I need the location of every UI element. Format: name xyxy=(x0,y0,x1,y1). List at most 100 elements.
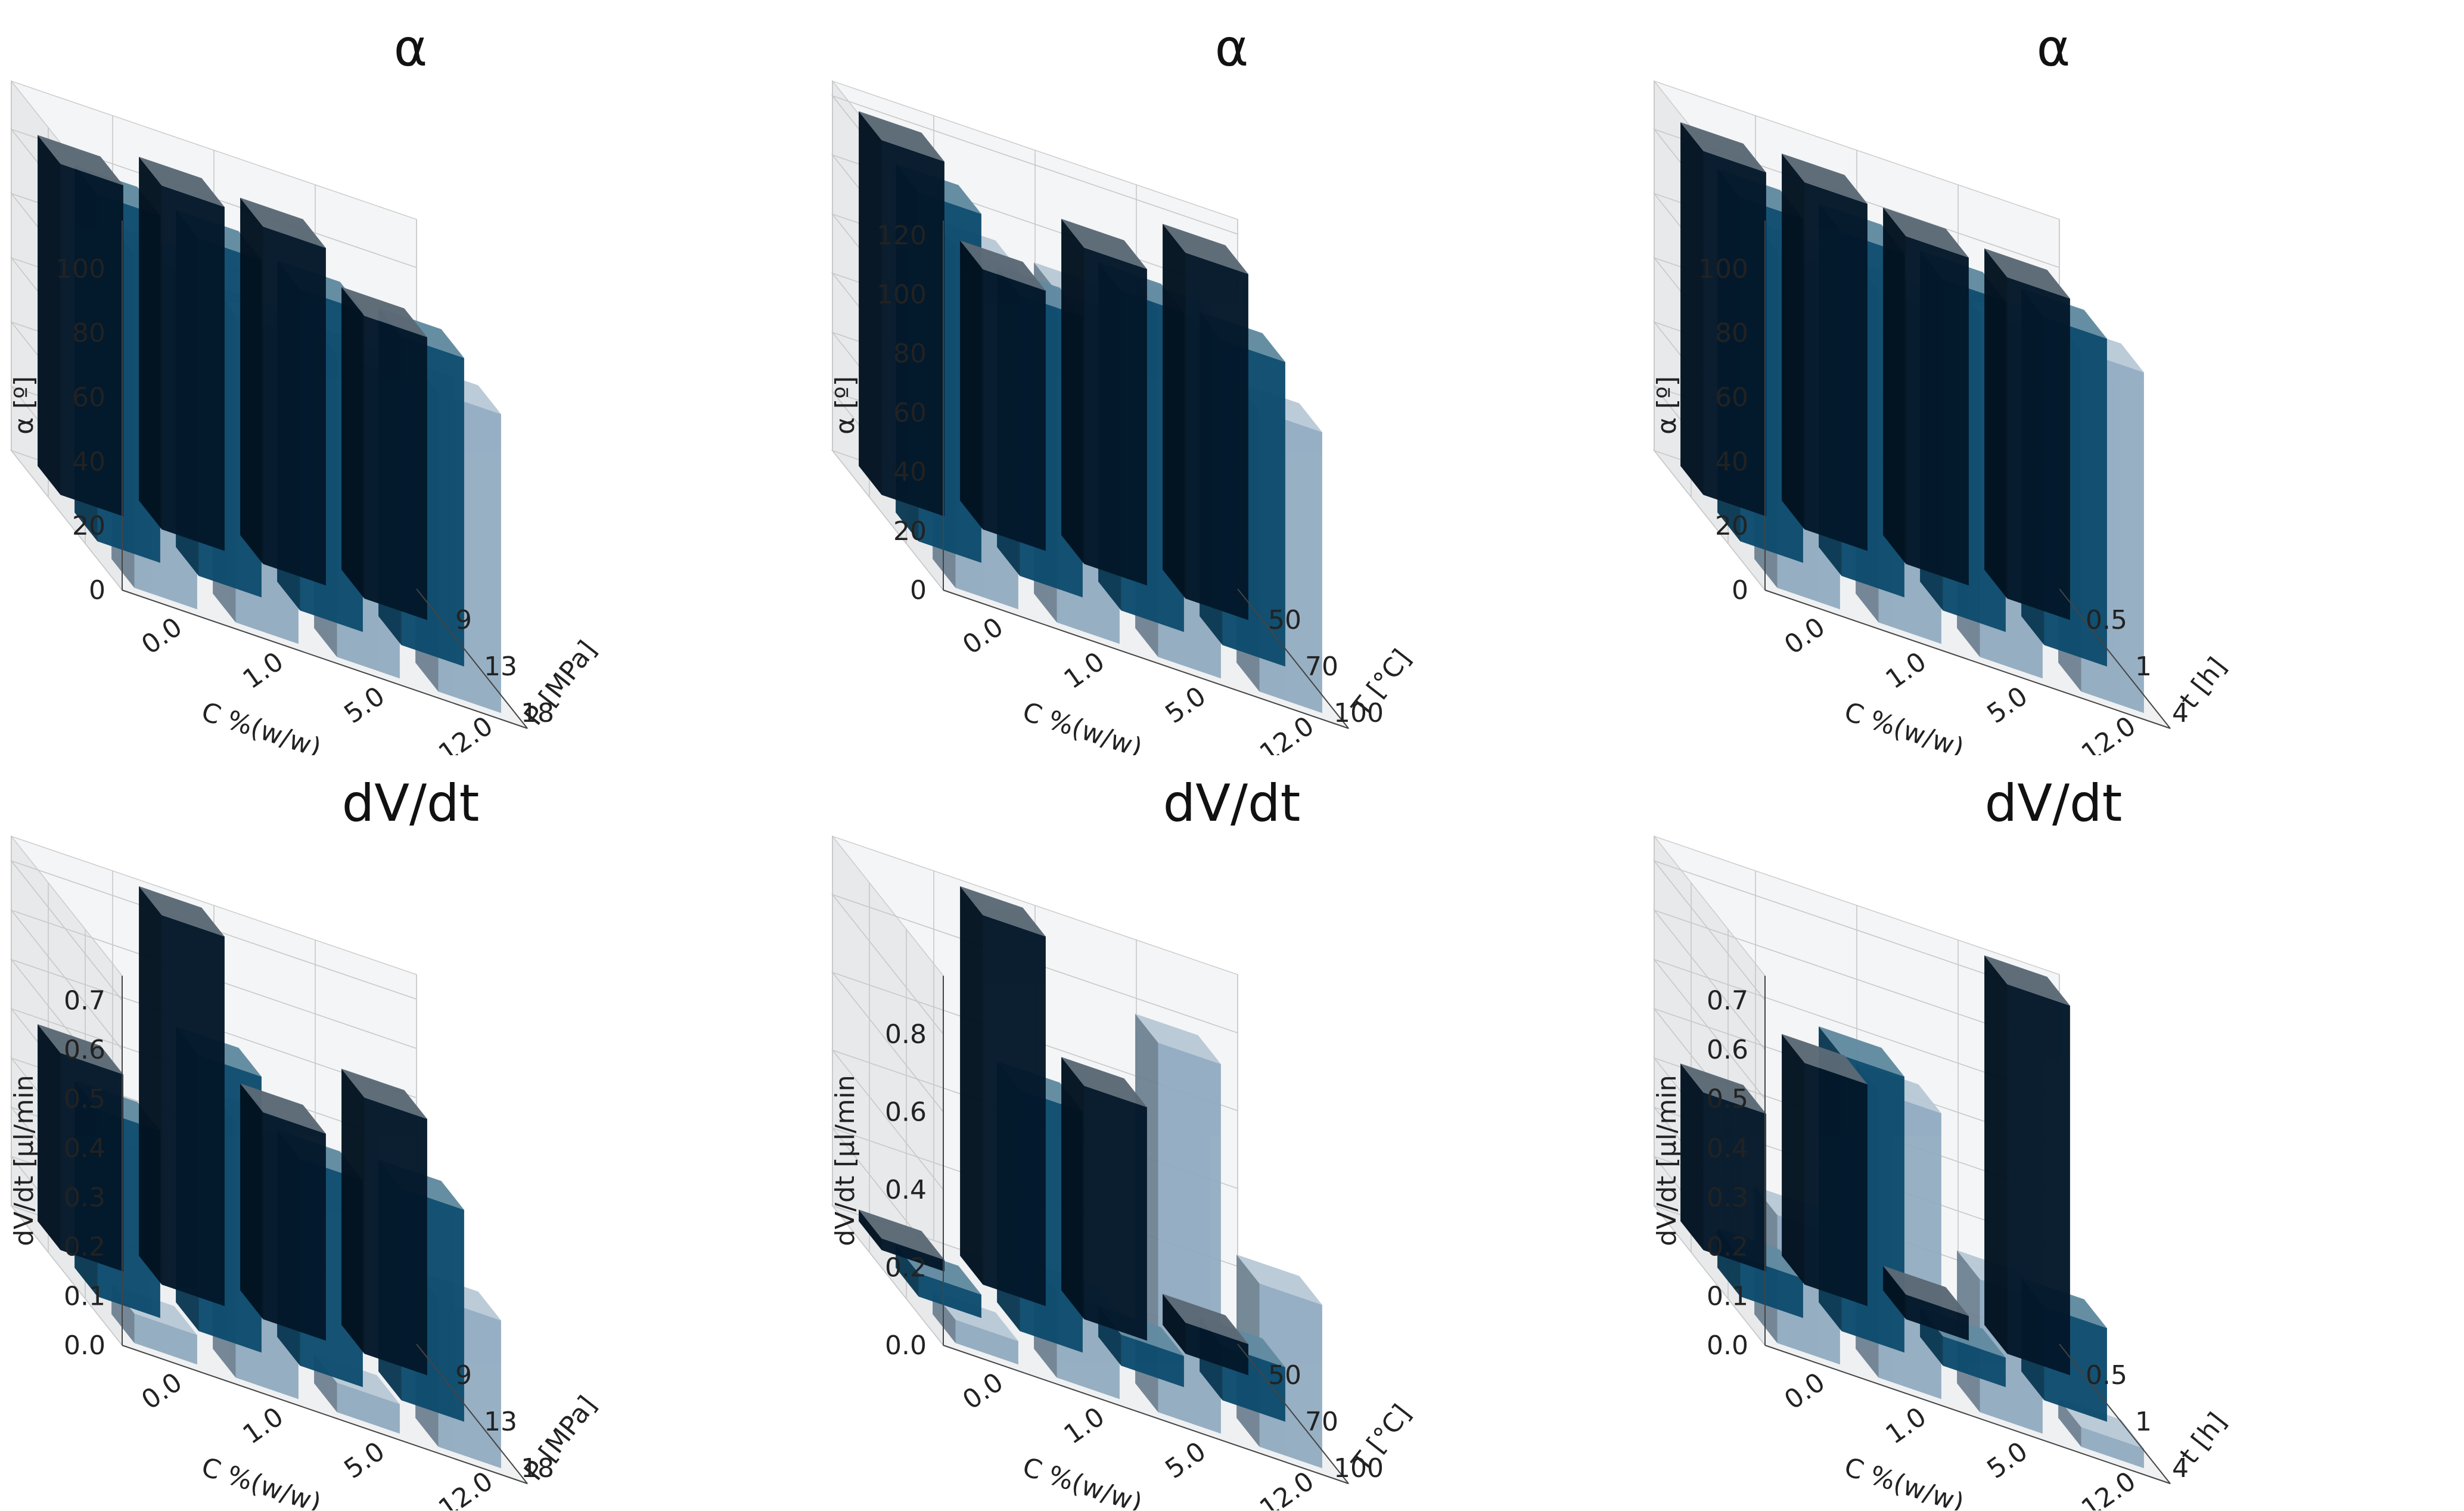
chart-svg: dV/dt 0.0 0.1 0.2 0.3 0.4 0.5 0.6 0.7 dV/dt [µl/m… xyxy=(1652,774,2232,1510)
x-tick-label: 0.0 xyxy=(136,1367,188,1416)
bar xyxy=(1061,219,1147,586)
x-axis-line xyxy=(1764,1345,2171,1484)
z-tick-label: 0.7 xyxy=(1707,985,1748,1016)
x-tick-label: 0.0 xyxy=(1779,612,1831,660)
chart-title: dV/dt xyxy=(342,774,480,833)
y-axis-line xyxy=(416,1344,528,1484)
x-tick-label: 1.0 xyxy=(1880,646,1932,695)
x-tick-label: 5.0 xyxy=(1160,681,1211,730)
x-axis-line xyxy=(122,1345,528,1484)
z-tick-label: 0.4 xyxy=(1707,1133,1748,1163)
x-tick-label: 1.0 xyxy=(1058,1401,1110,1450)
bar xyxy=(960,240,1046,551)
y-tick-label: 1 xyxy=(2135,1407,2152,1437)
x-tick-label: 5.0 xyxy=(1981,681,2033,730)
x-tick-label: 1.0 xyxy=(237,1401,289,1450)
x-tick-label: 0.0 xyxy=(957,1367,1009,1416)
chart-svg: α 0 20 40 60 80 100 α [º] 0.0 1.0 5.0 12.0 C %(w/w) 1… xyxy=(9,18,602,755)
x-tick-label: 5.0 xyxy=(1981,1436,2033,1485)
y-tick-label: 1 xyxy=(2135,651,2152,682)
z-tick-label: 0 xyxy=(89,575,105,606)
y-tick-label: 9 xyxy=(455,1360,472,1391)
x-axis-label: C %(w/w) xyxy=(1019,1451,1146,1510)
bar xyxy=(1163,1293,1248,1376)
x-tick-label: 12.0 xyxy=(433,710,499,755)
z-axis-label: α [º] xyxy=(830,376,860,435)
bar xyxy=(341,1069,427,1376)
y-tick-label: 18 xyxy=(521,1453,554,1484)
bar xyxy=(38,1024,123,1272)
z-tick-label: 100 xyxy=(55,254,105,284)
subplot-alpha-time: α 0 20 40 60 80 100 α [º] 0.0 1.0 5.0 12.0 C %(w/w) 4… xyxy=(1643,0,2464,755)
bar xyxy=(38,135,123,517)
x-tick-label: 12.0 xyxy=(1254,1466,1320,1510)
x-axis-label: C %(w/w) xyxy=(1841,696,1968,755)
x-axis-label: C %(w/w) xyxy=(198,1451,325,1510)
z-tick-label: 0.0 xyxy=(1707,1330,1748,1361)
bar xyxy=(240,197,326,586)
z-tick-label: 0.0 xyxy=(885,1330,927,1361)
x-axis-line xyxy=(943,1345,1349,1484)
x-tick-label: 12.0 xyxy=(2076,710,2142,755)
z-tick-label: 0.1 xyxy=(64,1281,105,1311)
bar xyxy=(1782,1034,1868,1307)
y-axis-line xyxy=(2059,588,2171,729)
bars xyxy=(1680,122,2144,713)
chart-title: α xyxy=(394,18,428,78)
chart-svg: α 0 20 40 60 80 100 120 α [º] 0.0 1.0 5.0 12.0 C %(w/… xyxy=(830,18,1417,755)
x-tick-label: 5.0 xyxy=(338,681,390,730)
y-tick-label: 9 xyxy=(455,605,472,635)
x-tick-label: 5.0 xyxy=(1160,1436,1211,1485)
y-axis-line xyxy=(416,588,528,729)
bars xyxy=(38,135,501,713)
bar xyxy=(341,287,427,620)
bar xyxy=(859,111,944,517)
z-tick-label: 20 xyxy=(72,511,105,541)
z-tick-label: 0.2 xyxy=(885,1252,927,1283)
bars xyxy=(1680,955,2144,1469)
y-tick-label: 70 xyxy=(1305,651,1338,682)
bar xyxy=(1883,1265,1969,1341)
z-tick-label: 100 xyxy=(1698,254,1748,284)
z-tick-label: 60 xyxy=(1715,383,1748,413)
chart-title: dV/dt xyxy=(1163,774,1301,833)
x-tick-label: 1.0 xyxy=(1880,1401,1932,1450)
y-tick-label: 4 xyxy=(2172,698,2189,728)
subplot-alpha-temperature: α 0 20 40 60 80 100 120 α [º] 0.0 1.0 5.0 12.0 C %(w/… xyxy=(821,0,1642,755)
z-axis-label: dV/dt [µl/min xyxy=(1652,1075,1682,1246)
z-axis-label: α [º] xyxy=(1652,376,1682,435)
y-axis-line xyxy=(1237,1344,1349,1484)
y-tick-label: 0.5 xyxy=(2086,1360,2127,1391)
z-tick-label: 120 xyxy=(877,221,927,251)
y-tick-label: 100 xyxy=(1334,1453,1384,1484)
x-axis-label: C %(w/w) xyxy=(198,696,325,755)
z-tick-label: 40 xyxy=(72,446,105,477)
z-tick-label: 0.5 xyxy=(64,1084,105,1115)
x-tick-label: 0.0 xyxy=(1779,1367,1831,1416)
x-tick-label: 5.0 xyxy=(338,1436,390,1485)
bar xyxy=(1236,1254,1322,1469)
z-tick-label: 0.6 xyxy=(64,1035,105,1065)
chart-svg: dV/dt 0.0 0.2 0.4 0.6 0.8 dV/dt [µl/min 0.0 1.0 5… xyxy=(830,774,1417,1510)
bar xyxy=(240,1083,326,1341)
z-tick-label: 0.1 xyxy=(1707,1281,1748,1311)
z-tick-label: 0.4 xyxy=(885,1175,927,1205)
z-tick-label: 80 xyxy=(1715,318,1748,349)
z-tick-label: 0 xyxy=(1732,575,1748,606)
y-tick-label: 100 xyxy=(1334,698,1384,728)
bar xyxy=(1680,122,1766,517)
z-tick-label: 80 xyxy=(72,318,105,349)
x-axis-label: C %(w/w) xyxy=(1841,1451,1968,1510)
z-tick-label: 0.2 xyxy=(1707,1232,1748,1262)
x-tick-label: 0.0 xyxy=(136,612,188,660)
chart-title: α xyxy=(2037,18,2071,78)
z-tick-label: 0.6 xyxy=(885,1097,927,1127)
chart-svg: α 0 20 40 60 80 100 α [º] 0.0 1.0 5.0 12.0 C %(w/w) 4… xyxy=(1652,18,2232,755)
z-tick-label: 0.4 xyxy=(64,1133,105,1163)
y-tick-label: 70 xyxy=(1305,1407,1338,1437)
subplot-flow-pressure: dV/dt 0.0 0.1 0.2 0.3 0.4 0.5 0.6 0.7 dV/dt [µl/m… xyxy=(0,755,821,1510)
y-tick-label: 13 xyxy=(484,1407,517,1437)
x-axis-line xyxy=(122,589,528,729)
z-tick-label: 0.0 xyxy=(64,1330,105,1361)
